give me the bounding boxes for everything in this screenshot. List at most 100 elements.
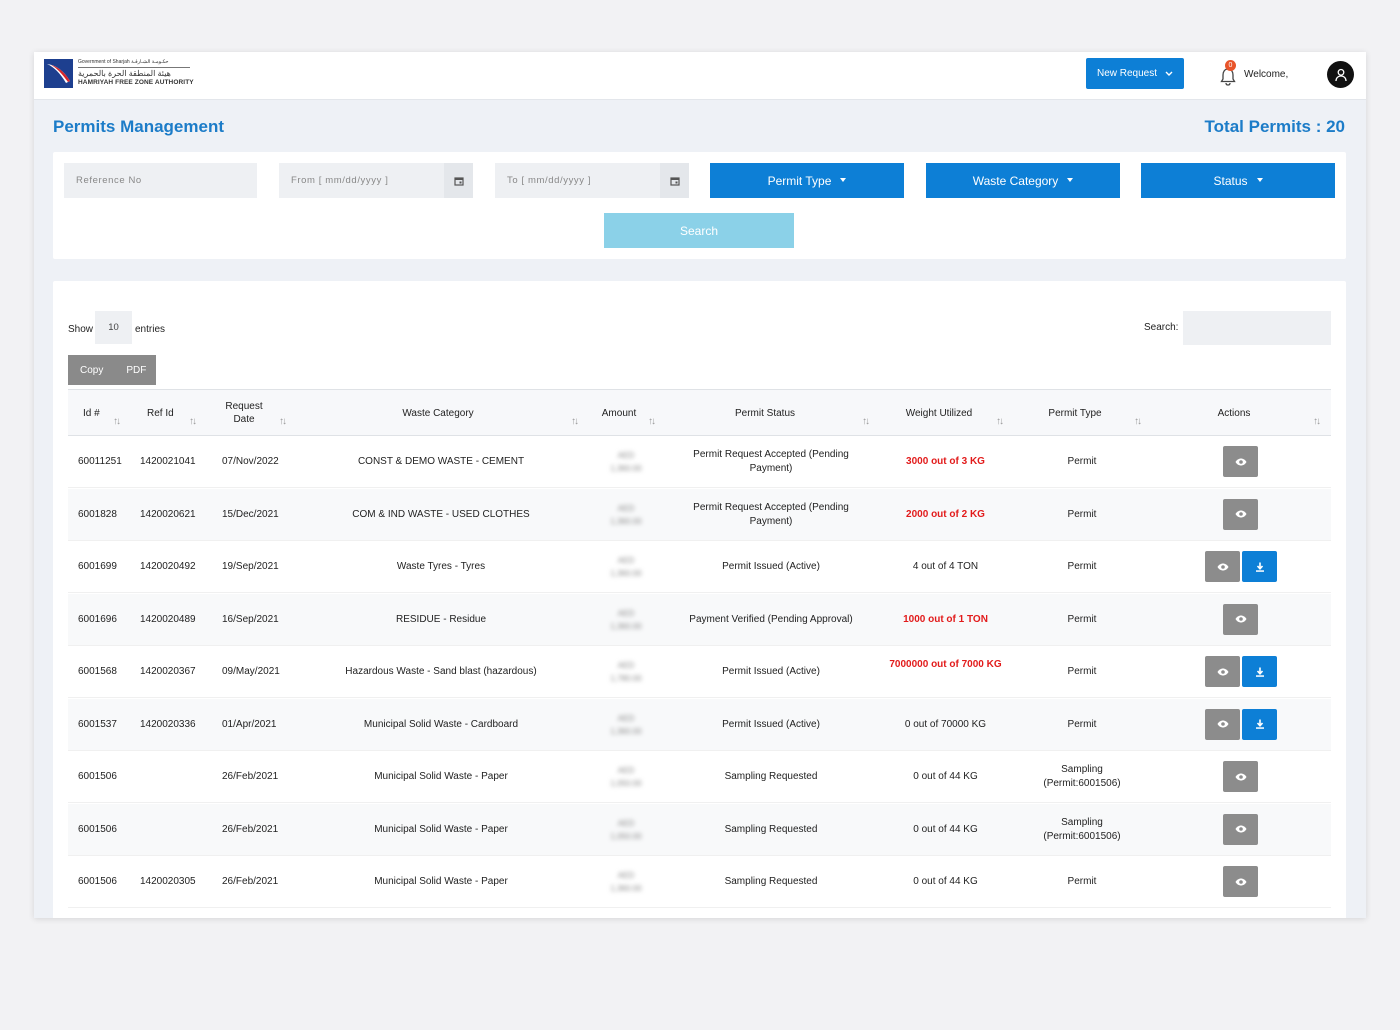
cell-waste-category: Hazardous Waste - Sand blast (hazardous): [345, 666, 537, 677]
from-date-placeholder: From [ mm/dd/yyyy ]: [291, 175, 389, 186]
permit-type-dropdown[interactable]: Permit Type: [710, 163, 904, 198]
cell-weight-utilized: 2000 out of 2 KG: [906, 508, 985, 520]
waste-category-dropdown[interactable]: Waste Category: [926, 163, 1120, 198]
logo-line-government: Government of Sharjah حكـومـة الشـارقـة: [78, 60, 190, 69]
from-date-input[interactable]: From [ mm/dd/yyyy ]: [279, 163, 473, 198]
amount-currency: AED: [617, 871, 635, 880]
table-row: 6001506 26/Feb/2021 Municipal Solid Waste …: [68, 803, 1331, 856]
sort-icon[interactable]: ↑↓: [113, 416, 121, 427]
sort-icon[interactable]: ↑↓: [648, 416, 656, 427]
column-header-weight-utilized[interactable]: Weight Utilized: [905, 408, 973, 419]
to-date-picker-button[interactable]: [660, 163, 689, 198]
cell-ref-id: 1420020621: [140, 508, 196, 520]
table-row: 6001696 1420020489 16/Sep/2021 RESIDUE - Re…: [68, 593, 1331, 646]
cell-waste-category: Municipal Solid Waste - Paper: [374, 876, 508, 887]
sort-icon[interactable]: ↑↓: [862, 416, 870, 427]
hfza-logo[interactable]: Government of Sharjah حكـومـة الشـارقـة …: [44, 59, 194, 88]
sort-icon[interactable]: ↑↓: [1313, 416, 1321, 427]
to-date-input[interactable]: To [ mm/dd/yyyy ]: [495, 163, 689, 198]
cell-amount: AED 1,360.00: [604, 712, 648, 738]
to-date-placeholder: To [ mm/dd/yyyy ]: [507, 175, 592, 186]
amount-value: 1,050.00: [610, 831, 642, 841]
column-header-ref-id[interactable]: Ref Id: [147, 408, 174, 419]
download-icon: [1255, 562, 1264, 572]
cell-ref-id: 1420020336: [140, 718, 196, 730]
sort-icon[interactable]: ↑↓: [1134, 416, 1142, 427]
app-window: Government of Sharjah حكـومـة الشـارقـة …: [34, 52, 1366, 918]
cell-ref-id: 1420020492: [140, 561, 196, 572]
cell-permit-type: Permit: [1067, 561, 1097, 572]
sort-icon[interactable]: ↑↓: [996, 416, 1004, 427]
cell-id: 6001568: [78, 666, 117, 677]
view-button[interactable]: [1205, 656, 1240, 687]
table-header: Id # ↑↓ Ref Id ↑↓ Request Date ↑↓ Waste …: [68, 389, 1331, 436]
permits-table-panel: Show 10 entries Search: Copy PDF Id # ↑↓…: [53, 281, 1346, 918]
cell-permit-status: Permit Issued (Active): [722, 718, 820, 730]
download-button[interactable]: [1242, 656, 1277, 687]
filter-panel: Reference No From [ mm/dd/yyyy ] To [ mm…: [53, 152, 1346, 259]
new-request-label: New Request: [1096, 68, 1158, 79]
download-button[interactable]: [1242, 551, 1277, 582]
column-header-request-date[interactable]: Request Date: [225, 401, 263, 425]
table-search-input[interactable]: [1183, 311, 1331, 345]
reference-no-input[interactable]: Reference No: [64, 163, 257, 198]
view-button[interactable]: [1223, 813, 1258, 845]
notifications-bell[interactable]: 0: [1220, 60, 1236, 86]
top-header: Government of Sharjah حكـومـة الشـارقـة …: [34, 52, 1366, 100]
column-header-id[interactable]: Id #: [83, 408, 100, 419]
column-header-permit-status[interactable]: Permit Status: [734, 408, 796, 419]
view-button[interactable]: [1205, 551, 1240, 582]
sort-icon[interactable]: ↑↓: [279, 416, 287, 427]
view-button[interactable]: [1205, 708, 1240, 740]
user-avatar[interactable]: [1327, 61, 1354, 88]
copy-button[interactable]: Copy: [80, 364, 104, 376]
cell-amount: AED 1,050.00: [604, 764, 648, 790]
entries-per-page-select[interactable]: 10: [95, 311, 132, 344]
amount-value: 1,360.00: [610, 464, 642, 473]
cell-weight-utilized: 0 out of 44 KG: [913, 823, 978, 835]
view-button[interactable]: [1223, 498, 1258, 530]
column-header-amount[interactable]: Amount: [601, 408, 637, 419]
search-button[interactable]: Search: [604, 213, 794, 248]
cell-permit-status: Permit Request Accepted (Pending Payment…: [693, 449, 849, 474]
from-date-picker-button[interactable]: [444, 163, 473, 198]
download-button[interactable]: [1242, 708, 1277, 740]
cell-request-date: 16/Sep/2021: [222, 613, 279, 625]
table-row: 6001506 1420020305 26/Feb/2021 Municipal So…: [68, 856, 1331, 908]
sort-icon[interactable]: ↑↓: [571, 416, 579, 427]
amount-currency: AED: [617, 713, 635, 723]
amount-value: 1,360.00: [610, 726, 642, 736]
view-button[interactable]: [1223, 866, 1258, 897]
cell-ref-id: 1420020489: [140, 613, 196, 625]
table-row: 6001828 1420020621 15/Dec/2021 COM & IND WA…: [68, 488, 1331, 541]
cell-waste-category: Municipal Solid Waste - Cardboard: [363, 718, 519, 730]
amount-currency: AED: [617, 556, 635, 565]
cell-id: 6001828: [78, 508, 117, 520]
table-row: 6001568 1420020367 09/May/2021 Hazardous Wa…: [68, 646, 1331, 698]
cell-id: 6001537: [78, 718, 117, 730]
cell-id: 6001506: [78, 771, 117, 782]
column-header-waste-category[interactable]: Waste Category: [402, 408, 474, 419]
cell-permit-status: Sampling Requested: [724, 771, 818, 782]
page-title: Permits Management: [53, 117, 224, 136]
cell-ref-id: 1420021041: [140, 456, 196, 467]
cell-permit-type: Sampling (Permit:6001506): [1043, 764, 1121, 789]
calendar-icon: [669, 176, 680, 186]
status-dropdown[interactable]: Status: [1141, 163, 1335, 198]
eye-icon: [1235, 615, 1246, 623]
table-row: 6001506 26/Feb/2021 Municipal Solid Waste …: [68, 751, 1331, 803]
cell-permit-type: Permit: [1067, 666, 1097, 677]
logo-emblem-icon: [44, 59, 73, 88]
view-button[interactable]: [1223, 603, 1258, 635]
table-row: 60011251 1420021041 07/Nov/2022 CONST & DEM…: [68, 436, 1331, 488]
cell-request-date: 01/Apr/2021: [222, 718, 277, 730]
new-request-button[interactable]: New Request: [1086, 58, 1184, 89]
view-button[interactable]: [1223, 446, 1258, 477]
column-header-permit-type[interactable]: Permit Type: [1048, 408, 1102, 419]
sort-icon[interactable]: ↑↓: [189, 416, 197, 427]
pdf-button[interactable]: PDF: [126, 364, 147, 376]
cell-request-date: 15/Dec/2021: [222, 508, 279, 520]
view-button[interactable]: [1223, 761, 1258, 792]
cell-permit-status: Payment Verified (Pending Approval): [689, 613, 853, 625]
cell-waste-category: Waste Tyres - Tyres: [396, 561, 486, 572]
